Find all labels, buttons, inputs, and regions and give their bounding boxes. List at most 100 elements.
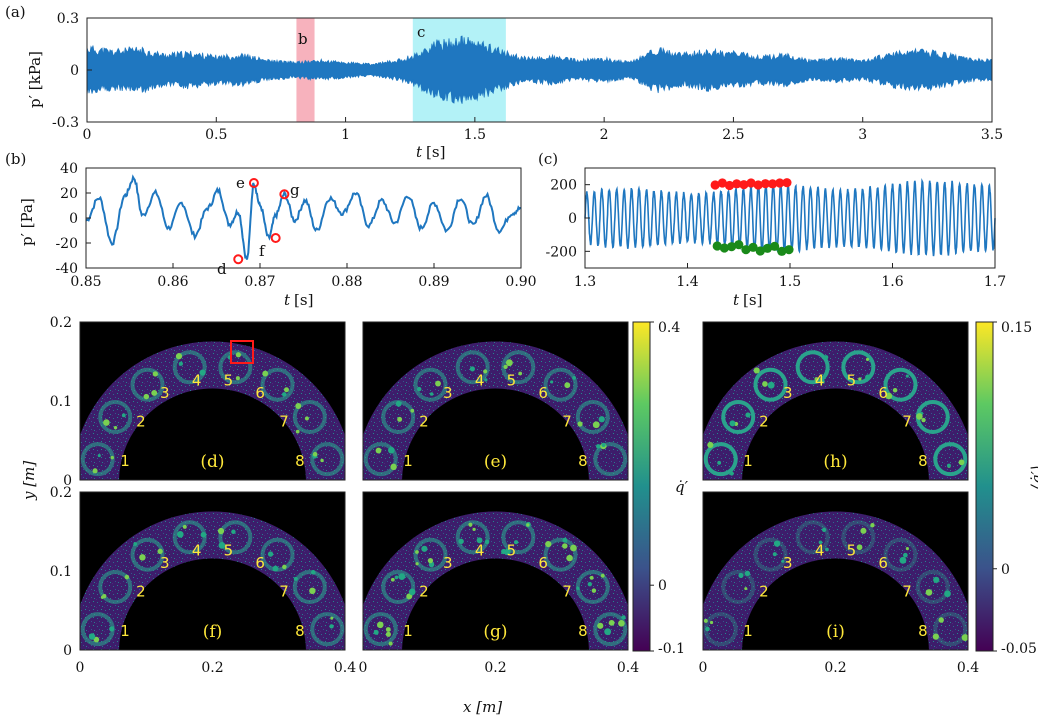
heat-spot xyxy=(406,593,413,600)
burner-number: 7 xyxy=(562,413,572,431)
flame-ring xyxy=(933,612,968,647)
burner-number: 5 xyxy=(507,541,517,559)
burner-number: 6 xyxy=(878,554,888,572)
heat-spot xyxy=(505,359,513,367)
heat-spot xyxy=(577,421,583,427)
heat-spot xyxy=(312,451,318,457)
t-symbol: t xyxy=(284,291,291,309)
heat-spot xyxy=(738,572,744,579)
colorbar-tick-label: 0 xyxy=(1001,562,1010,578)
burner-number: 7 xyxy=(902,583,912,601)
flame-ring xyxy=(172,350,207,385)
heat-spot xyxy=(860,527,867,534)
y-tick-label: 0.1 xyxy=(50,564,72,580)
heat-spot xyxy=(415,562,419,566)
green-marker xyxy=(777,246,787,256)
heat-spot xyxy=(856,544,863,551)
heat-spot xyxy=(281,392,287,397)
annulus xyxy=(703,511,968,650)
heat-spot xyxy=(961,634,968,642)
red-marker xyxy=(767,179,778,189)
heat-spot xyxy=(458,538,464,545)
heat-spot xyxy=(513,540,519,545)
x-tick-label: 0.5 xyxy=(205,127,227,143)
heat-spot xyxy=(946,463,951,468)
heat-spot xyxy=(121,413,126,418)
flame-ring xyxy=(575,399,610,434)
x-tick-label: 1.3 xyxy=(574,274,596,290)
heat-spot xyxy=(903,552,908,558)
heat-spot xyxy=(262,370,269,377)
heatmap-panel-label: (i) xyxy=(826,622,845,642)
colorbar-right: 0.15 0 -0.05 ⟨q̇′⟩ xyxy=(975,320,1038,657)
heat-spot xyxy=(899,556,907,564)
flame-ring xyxy=(721,569,756,604)
heat-spot xyxy=(143,393,150,400)
heat-spot xyxy=(814,377,819,382)
heat-spot xyxy=(113,425,118,430)
heatmap-xlabel: x [m] xyxy=(463,698,502,716)
x-tick-label: 0.2 xyxy=(824,660,846,676)
burner-number: 8 xyxy=(918,452,928,470)
flame-ring xyxy=(172,520,207,555)
flame-ring xyxy=(841,350,876,385)
marker-g xyxy=(279,189,290,200)
panel-b-ticks: 0.85 0.86 0.87 0.88 0.89 0.90 -40 -20 0 20 40 xyxy=(55,161,536,290)
heat-spot xyxy=(892,387,898,393)
panel-c-xlabel: t [s] xyxy=(733,291,762,309)
y-tick-label: 0 xyxy=(63,643,72,659)
band-b-label: b xyxy=(298,30,308,48)
y-tick-label: 0.2 xyxy=(50,315,72,331)
flame-ring xyxy=(915,569,950,604)
panel-b-frame xyxy=(85,167,522,269)
flame-ring xyxy=(413,537,448,572)
heat-spot xyxy=(427,557,434,564)
heat-spot xyxy=(468,522,473,527)
heat-spot xyxy=(152,371,159,377)
heat-spot xyxy=(526,523,530,527)
heat-spot xyxy=(97,454,101,458)
burner-number: 4 xyxy=(192,541,202,559)
green-marker xyxy=(734,240,744,250)
heat-spot xyxy=(231,529,236,535)
heat-spot xyxy=(587,582,592,587)
flame-ring xyxy=(98,569,133,604)
t-symbol: t xyxy=(733,291,740,309)
panel-a-ylabel: p′ [kPa] xyxy=(26,51,44,108)
heat-spot xyxy=(309,587,316,595)
flame-ring xyxy=(501,350,536,385)
heat-spot xyxy=(503,364,508,370)
burner-number: 8 xyxy=(295,452,305,470)
heat-spot xyxy=(921,417,926,423)
x-tick-label: 1.6 xyxy=(881,274,903,290)
annulus xyxy=(363,341,628,480)
flame-ring xyxy=(703,442,738,477)
panel-a-label: (a) xyxy=(5,3,26,21)
x-tick-label: 0.89 xyxy=(418,274,449,290)
heat-spot xyxy=(139,554,146,561)
flame-ring xyxy=(543,537,578,572)
heat-spot xyxy=(608,619,615,626)
colorbar-tick-label: 0 xyxy=(658,578,667,594)
t-unit: [s] xyxy=(426,143,445,161)
heat-spot xyxy=(272,565,279,572)
highlight-box xyxy=(230,340,254,364)
burner-number: 8 xyxy=(295,622,305,640)
burner-number: 4 xyxy=(815,371,825,389)
heat-spot xyxy=(398,573,406,580)
heat-spot xyxy=(217,527,225,535)
heat-spot xyxy=(870,523,875,528)
heat-spot xyxy=(703,618,708,623)
cycle-markers xyxy=(710,178,794,256)
heat-spot xyxy=(550,380,554,384)
burner-number: 7 xyxy=(279,413,289,431)
heat-spot xyxy=(484,378,488,382)
marker-d-label: d xyxy=(217,260,227,278)
heat-spot xyxy=(200,531,207,538)
heat-spot xyxy=(176,531,184,538)
heat-spot xyxy=(820,379,825,384)
burner-number: 3 xyxy=(160,554,170,572)
annulus xyxy=(80,341,345,480)
